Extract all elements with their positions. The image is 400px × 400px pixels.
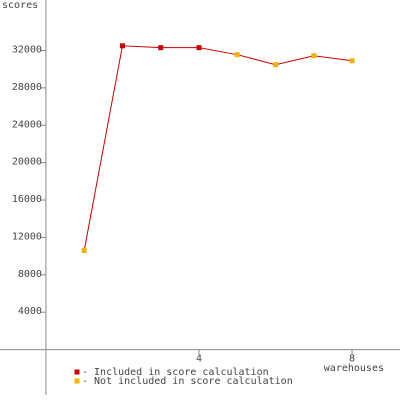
score-line [83, 45, 353, 251]
legend-label: - Included in score calculation [82, 367, 269, 378]
x-tick-label: 4 [196, 354, 202, 365]
y-tick-label: 8000 [18, 269, 42, 280]
point [234, 52, 240, 58]
point [158, 45, 164, 51]
y-tick-label: 24000 [12, 119, 42, 130]
y-tick-label: 32000 [12, 44, 42, 55]
y-tick-label: 4000 [18, 306, 42, 317]
point [119, 43, 125, 49]
point [349, 58, 355, 64]
point [81, 248, 87, 254]
point [311, 53, 317, 59]
x-tick-label: 8 [349, 354, 355, 365]
y-tick-label: 12000 [12, 231, 42, 242]
y-tick-label: 28000 [12, 82, 42, 93]
y-tick-label: 20000 [12, 157, 42, 168]
legend-marker [74, 369, 80, 375]
point [273, 62, 279, 68]
y-axis-label: scores [2, 0, 38, 11]
x-axis-label: warehouses [324, 363, 384, 374]
legend-label: - Not included in score calculation [82, 376, 293, 387]
legend-marker [74, 378, 80, 384]
point [196, 45, 202, 51]
y-tick-label: 16000 [12, 194, 42, 205]
